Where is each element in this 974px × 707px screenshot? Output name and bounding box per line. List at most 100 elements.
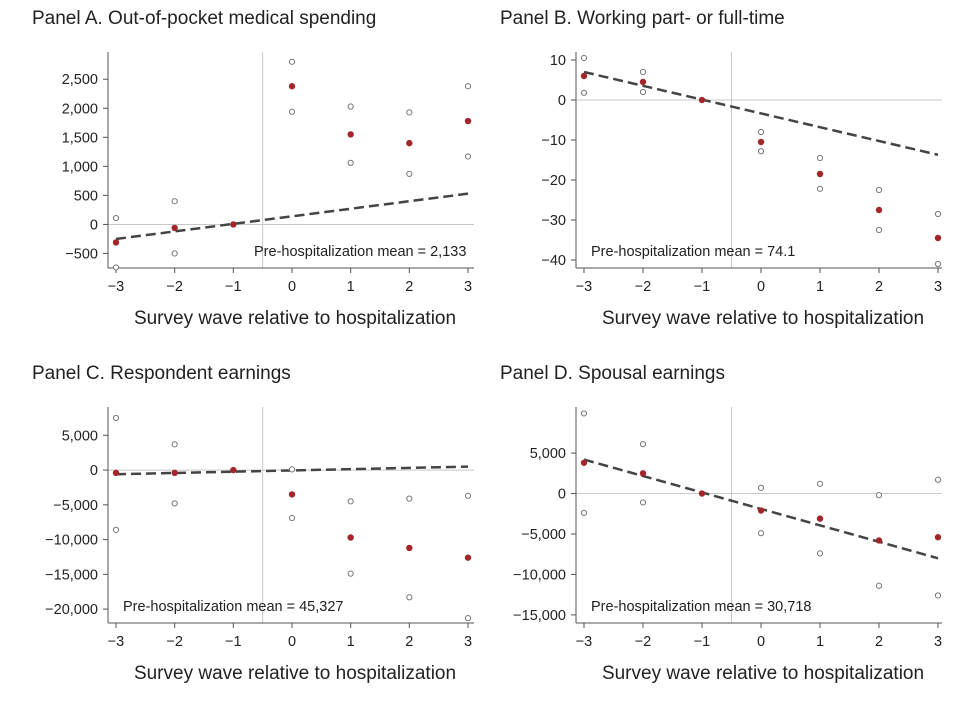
x-tick-label: 1 xyxy=(347,634,355,650)
ci-upper-point xyxy=(757,128,765,136)
estimate-point xyxy=(112,469,120,477)
ci-upper-point xyxy=(112,214,120,222)
x-tick-label: −1 xyxy=(694,279,711,295)
ci-upper-point xyxy=(757,484,765,491)
panel-c: Panel C. Respondent earnings −20,000 −15,… xyxy=(0,355,487,707)
ci-lower-point xyxy=(288,514,296,522)
ci-upper-point xyxy=(288,58,296,65)
estimate-point xyxy=(406,139,413,147)
x-tick-label: 1 xyxy=(816,279,824,295)
y-tick-label: −15,000 xyxy=(45,567,98,583)
estimate-point xyxy=(639,78,647,86)
estimate-point xyxy=(580,459,588,466)
y-tick-label: −40 xyxy=(541,253,566,269)
estimate-point xyxy=(347,131,354,138)
y-tick-label: 2,500 xyxy=(62,72,98,88)
ci-lower-point xyxy=(347,159,354,166)
ci-lower-point xyxy=(580,89,588,96)
ci-lower-point xyxy=(112,526,120,533)
ci-upper-point xyxy=(406,109,413,116)
x-tick-label: −2 xyxy=(166,634,183,650)
x-tick-label: 3 xyxy=(464,279,472,295)
ci-upper-point xyxy=(347,103,354,110)
y-tick-label: −10 xyxy=(541,133,566,149)
panel-c-title: Panel C. Respondent earnings xyxy=(32,363,291,384)
ci-lower-point xyxy=(347,570,354,577)
y-tick-label: 5,000 xyxy=(62,428,98,444)
pre-hospitalization-mean-label: Pre-hospitalization mean = 45,327 xyxy=(123,599,343,615)
estimate-point xyxy=(875,537,883,544)
x-tick-label: 3 xyxy=(934,279,942,295)
ci-upper-point xyxy=(288,466,296,473)
panel-c-chart: −20,000 −15,000 −10,000 −5,000 0 5,000 −3 −2 −1 0… xyxy=(45,407,474,684)
pre-hospitalization-mean-label: Pre-hospitalization mean = 2,133 xyxy=(254,244,466,260)
panel-a-chart: −500 0 500 1,000 1,500 2,000 2,500 −3 −2 −1 0 1 2 3 Su… xyxy=(62,52,474,329)
y-tick-label: −30 xyxy=(541,213,566,229)
estimate-point xyxy=(934,534,942,541)
x-tick-label: 0 xyxy=(757,279,765,295)
ci-upper-point xyxy=(934,476,942,483)
estimate-point xyxy=(288,491,296,498)
estimate-point xyxy=(757,507,765,514)
estimate-point xyxy=(639,470,647,477)
x-tick-label: 2 xyxy=(405,279,413,295)
ci-upper-point xyxy=(934,210,942,218)
ci-lower-point xyxy=(171,250,178,257)
x-tick-label: −3 xyxy=(576,634,593,650)
ci-lower-point xyxy=(757,530,765,537)
ci-lower-point xyxy=(934,260,942,268)
x-tick-label: 2 xyxy=(875,279,883,295)
ci-lower-point xyxy=(171,500,178,507)
x-tick-label: 3 xyxy=(464,634,472,650)
x-tick-label: −3 xyxy=(108,279,125,295)
ci-upper-point xyxy=(347,498,354,505)
pre-hospitalization-mean-label: Pre-hospitalization mean = 74.1 xyxy=(591,244,795,260)
estimate-point xyxy=(406,544,413,552)
estimate-point xyxy=(816,515,824,522)
y-tick-label: 1,500 xyxy=(62,130,98,146)
ci-upper-point xyxy=(816,154,824,162)
x-tick-label: 0 xyxy=(757,634,765,650)
estimate-point xyxy=(230,466,237,474)
y-tick-label: 0 xyxy=(558,487,566,503)
y-tick-label: −5,000 xyxy=(53,498,98,514)
panel-d: Panel D. Spousal earnings −15,000 −10,000… xyxy=(468,355,955,707)
ci-lower-point xyxy=(580,509,588,517)
ci-upper-point xyxy=(639,68,647,76)
x-axis-label: Survey wave relative to hospitalization xyxy=(134,663,456,684)
ci-upper-point xyxy=(112,414,120,422)
ci-upper-point xyxy=(171,441,178,448)
pre-hospitalization-mean-label: Pre-hospitalization mean = 30,718 xyxy=(591,599,811,615)
pre-trend-line xyxy=(583,70,939,157)
estimate-point xyxy=(171,469,178,477)
estimate-point xyxy=(816,170,824,178)
ci-lower-point xyxy=(757,148,765,155)
y-tick-label: −10,000 xyxy=(45,533,98,549)
y-tick-label: 1,000 xyxy=(62,159,98,175)
x-tick-label: −2 xyxy=(166,279,183,295)
ci-upper-point xyxy=(580,410,588,417)
ci-lower-point xyxy=(464,153,472,160)
panel-d-chart: −15,000 −10,000 −5,000 0 5,000 −3 −2 −1 0 1 2 3 Surv… xyxy=(513,407,942,684)
ci-lower-point xyxy=(875,226,883,234)
estimate-point xyxy=(934,234,942,242)
panel-a: Panel A. Out-of-pocket medical spending … xyxy=(0,0,487,352)
y-tick-label: 0 xyxy=(90,463,98,479)
y-tick-label: 0 xyxy=(90,217,98,233)
estimate-point xyxy=(112,239,120,246)
x-tick-label: 2 xyxy=(875,634,883,650)
ci-lower-point xyxy=(406,170,413,178)
x-tick-label: 0 xyxy=(288,634,296,650)
ci-lower-point xyxy=(816,550,824,557)
ci-lower-point xyxy=(639,88,647,96)
panel-b-title: Panel B. Working part- or full-time xyxy=(500,8,785,29)
ci-lower-point xyxy=(288,108,296,115)
estimate-point xyxy=(230,221,237,228)
x-tick-label: −2 xyxy=(635,279,652,295)
x-tick-label: 3 xyxy=(934,634,942,650)
y-tick-label: −15,000 xyxy=(513,608,566,624)
ci-lower-point xyxy=(875,582,883,589)
y-tick-label: 500 xyxy=(74,188,98,204)
estimate-point xyxy=(875,206,883,214)
estimate-point xyxy=(171,224,178,232)
